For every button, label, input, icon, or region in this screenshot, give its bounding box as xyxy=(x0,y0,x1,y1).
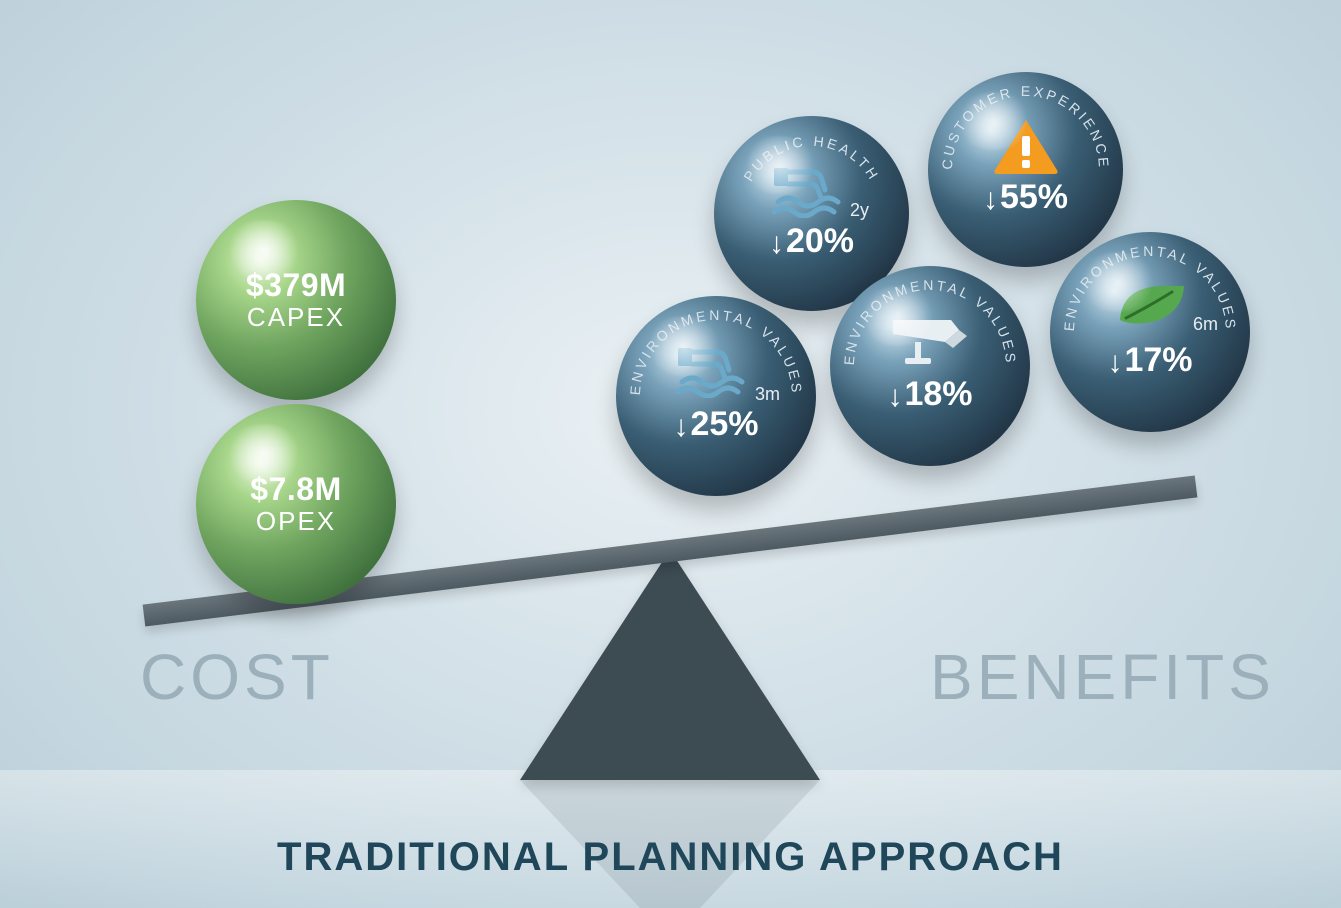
down-arrow-icon: ↓ xyxy=(1107,346,1122,379)
svg-text:PUBLIC HEALTH: PUBLIC HEALTH xyxy=(740,133,883,184)
benefit-value: ↓55% xyxy=(983,178,1068,217)
alert-icon xyxy=(981,116,1071,176)
benefit-sub: 3m xyxy=(755,384,780,405)
infographic-stage: COST BENEFITS $379M CAPEX $7.8M OPEX PUB… xyxy=(0,0,1341,908)
benefit-value: ↓20% xyxy=(769,222,854,261)
benefit-value: ↓17% xyxy=(1107,341,1192,380)
down-arrow-icon: ↓ xyxy=(983,183,998,216)
cost-label: CAPEX xyxy=(247,302,345,333)
seesaw-fulcrum xyxy=(520,550,820,780)
benefit-sub: 6m xyxy=(1193,314,1218,335)
cost-amount: $7.8M xyxy=(250,471,341,508)
cost-sphere-opex: $7.8M OPEX xyxy=(196,404,396,604)
down-arrow-icon: ↓ xyxy=(673,410,688,443)
pipe-water-icon xyxy=(767,160,857,220)
down-arrow-icon: ↓ xyxy=(769,227,784,260)
leaf-icon xyxy=(1105,276,1195,336)
benefit-sphere-environmental-1: ENVIRONMENTAL VALUES 3m ↓25% xyxy=(616,296,816,496)
down-arrow-icon: ↓ xyxy=(887,380,902,413)
cctv-camera-icon xyxy=(885,310,975,370)
benefit-value: ↓18% xyxy=(887,375,972,414)
cost-amount: $379M xyxy=(246,267,346,304)
section-label-benefits: BENEFITS xyxy=(930,640,1275,714)
benefit-sub: 2y xyxy=(850,200,869,221)
cost-sphere-capex: $379M CAPEX xyxy=(196,200,396,400)
benefit-sphere-environmental-3: ENVIRONMENTAL VALUES 6m ↓17% xyxy=(1050,232,1250,432)
page-title: TRADITIONAL PLANNING APPROACH xyxy=(0,835,1341,880)
cost-label: OPEX xyxy=(256,506,336,537)
section-label-cost: COST xyxy=(140,640,334,714)
benefit-value: ↓25% xyxy=(673,405,758,444)
pipe-water-icon xyxy=(671,340,761,400)
benefit-sphere-customer-experience: CUSTOMER EXPERIENCE ↓55% xyxy=(928,72,1123,267)
benefit-sphere-environmental-2: ENVIRONMENTAL VALUES ↓18% xyxy=(830,266,1030,466)
